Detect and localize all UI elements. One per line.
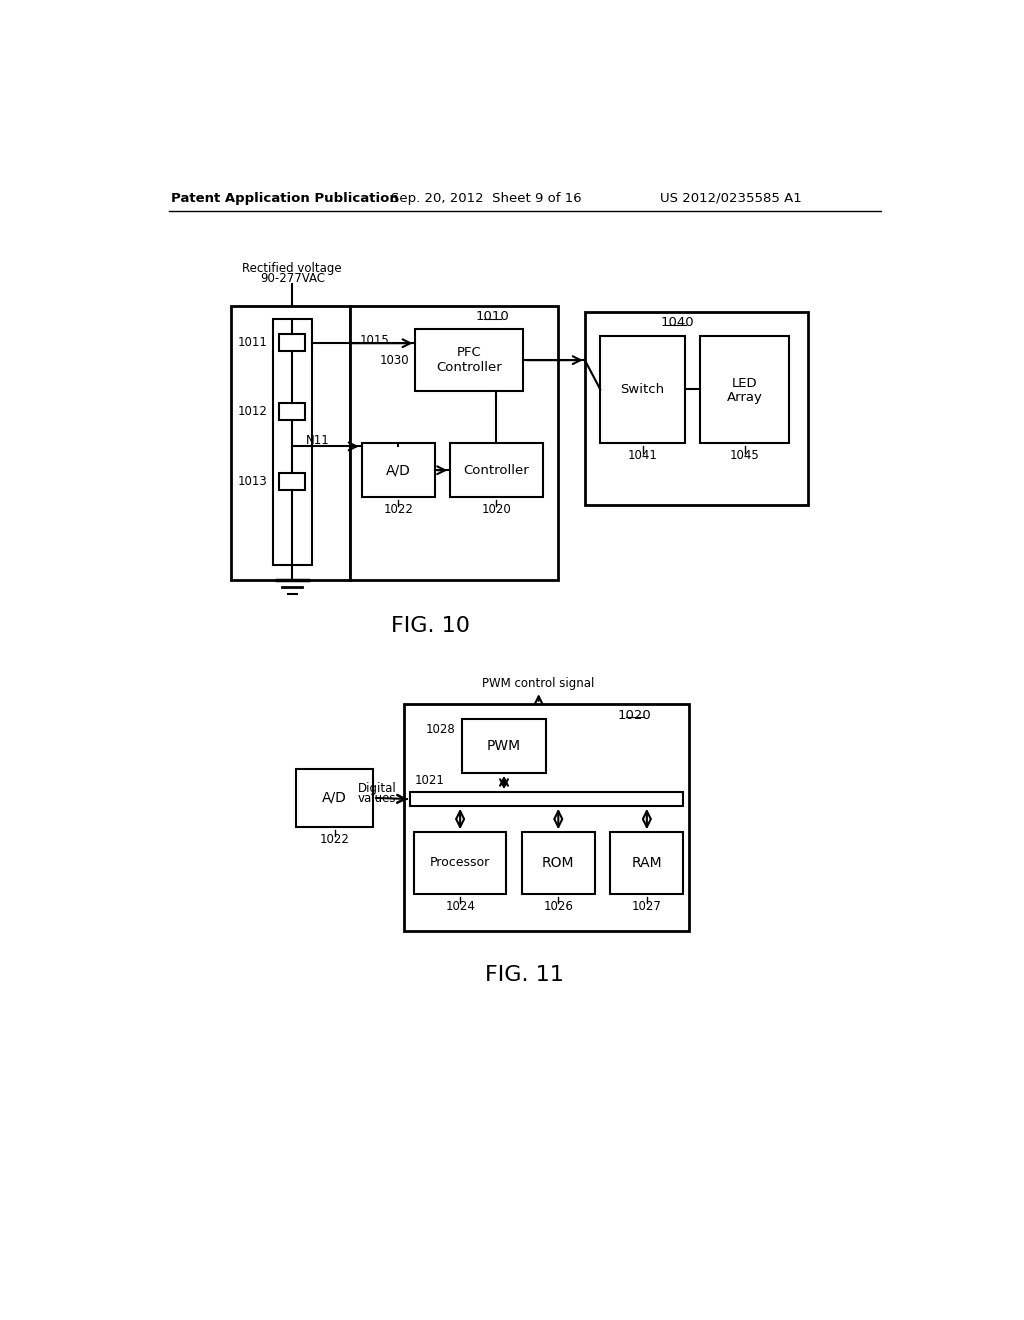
- Text: 90-277VAC: 90-277VAC: [260, 272, 325, 285]
- Bar: [451, 444, 543, 498]
- Bar: [600, 335, 685, 444]
- Bar: [280, 404, 305, 420]
- Bar: [350, 306, 558, 581]
- Text: 1041: 1041: [628, 449, 657, 462]
- Text: 1028: 1028: [426, 723, 456, 737]
- Text: Controller: Controller: [436, 362, 502, 375]
- Text: Array: Array: [727, 391, 763, 404]
- Text: 1015: 1015: [360, 334, 390, 347]
- Text: PWM: PWM: [487, 739, 521, 752]
- Text: N11: N11: [306, 434, 330, 446]
- Bar: [610, 832, 683, 894]
- Text: Rectified voltage: Rectified voltage: [243, 261, 342, 275]
- Bar: [361, 444, 435, 498]
- Text: Controller: Controller: [464, 463, 529, 477]
- Bar: [416, 330, 523, 391]
- Text: 1020: 1020: [618, 709, 652, 722]
- Text: A/D: A/D: [386, 463, 411, 478]
- Text: 1010: 1010: [475, 310, 509, 323]
- Text: 1045: 1045: [730, 449, 760, 462]
- Text: PWM control signal: PWM control signal: [482, 677, 595, 690]
- Text: 1021: 1021: [415, 774, 444, 787]
- Bar: [585, 313, 808, 506]
- Bar: [403, 704, 689, 931]
- Text: 1030: 1030: [380, 354, 410, 367]
- Text: Processor: Processor: [430, 857, 490, 870]
- Bar: [700, 335, 788, 444]
- Text: 1022: 1022: [383, 503, 413, 516]
- Text: 1027: 1027: [632, 899, 662, 912]
- Text: 1040: 1040: [660, 315, 694, 329]
- Text: Digital: Digital: [357, 781, 396, 795]
- Text: 1011: 1011: [238, 335, 267, 348]
- Bar: [273, 318, 311, 565]
- Text: 1026: 1026: [544, 899, 573, 912]
- Text: 1024: 1024: [445, 899, 475, 912]
- Bar: [462, 719, 547, 774]
- Text: Sep. 20, 2012  Sheet 9 of 16: Sep. 20, 2012 Sheet 9 of 16: [391, 191, 582, 205]
- Text: PFC: PFC: [457, 346, 481, 359]
- Text: 1022: 1022: [319, 833, 349, 846]
- Text: values: values: [357, 792, 396, 805]
- Text: RAM: RAM: [632, 855, 663, 870]
- Text: ROM: ROM: [542, 855, 574, 870]
- Text: FIG. 10: FIG. 10: [391, 616, 470, 636]
- Text: 1012: 1012: [238, 405, 267, 418]
- Text: Patent Application Publication: Patent Application Publication: [171, 191, 398, 205]
- Bar: [410, 792, 683, 807]
- Text: A/D: A/D: [323, 791, 347, 805]
- Text: 1013: 1013: [238, 474, 267, 487]
- Bar: [414, 832, 506, 894]
- Bar: [296, 770, 373, 826]
- Text: LED: LED: [732, 376, 758, 389]
- Text: 1020: 1020: [481, 503, 511, 516]
- Bar: [521, 832, 595, 894]
- Bar: [230, 306, 350, 581]
- Bar: [280, 334, 305, 351]
- Text: Switch: Switch: [621, 383, 665, 396]
- Text: FIG. 11: FIG. 11: [485, 965, 564, 985]
- Text: US 2012/0235585 A1: US 2012/0235585 A1: [660, 191, 802, 205]
- Bar: [280, 473, 305, 490]
